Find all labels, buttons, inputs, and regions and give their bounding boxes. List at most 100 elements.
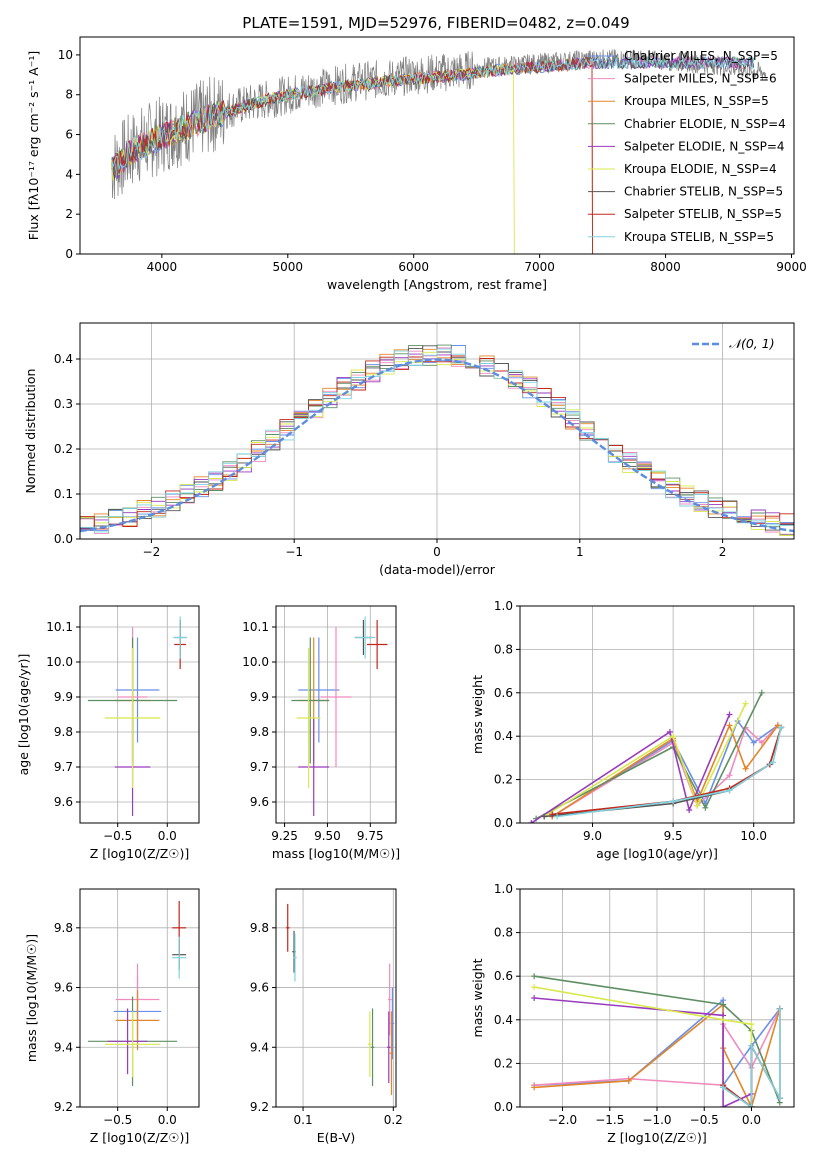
- chart-age_vs_Z: −0.5 0.0 9.6 9.7 9.8 9.9 10.0 10.1 Z [log10(Z/Z☉…: [16, 605, 200, 861]
- y-tick-label: 0.0: [494, 1100, 513, 1114]
- weight-point: [748, 1042, 755, 1049]
- weight-point: [541, 813, 548, 820]
- weight-point: [702, 804, 709, 811]
- y-tick-label: 0.6: [494, 969, 513, 983]
- plot-area: [111, 49, 767, 254]
- y-tick-label: 0.4: [494, 1013, 513, 1027]
- weight-series-4: [534, 975, 781, 1103]
- x-tick-label: 7000: [524, 260, 555, 274]
- y-axis-label: Normed distribution: [23, 369, 38, 494]
- y-tick-label: 10.1: [46, 620, 73, 634]
- weight-point: [666, 728, 673, 735]
- histogram-series-9: [80, 348, 794, 533]
- axes-frame: [79, 36, 795, 255]
- weight-point: [742, 765, 749, 772]
- chart-weight_vs_Z: −2.0 −1.5 −1.0 −0.5 0.0 0.0 0.2 0.4 0.6 0.8 1.0 Z […: [470, 882, 795, 1145]
- histogram-series-8: [80, 355, 794, 530]
- x-tick-label: −2.0: [548, 1113, 577, 1127]
- weight-series-3: [551, 723, 779, 818]
- y-tick-label: 9.8: [54, 921, 73, 935]
- legend-label: Salpeter ELODIE, N_SSP=4: [624, 139, 785, 153]
- x-tick-label: 0: [433, 545, 441, 559]
- weight-point: [726, 787, 733, 794]
- y-tick-label: 2: [65, 207, 73, 221]
- weight-point: [531, 984, 538, 991]
- weight-series-6: [543, 703, 747, 818]
- legend-label: Salpeter STELIB, N_SSP=5: [624, 207, 782, 221]
- plot-area: [291, 616, 388, 816]
- weight-series-4: [535, 692, 763, 820]
- legend-label: Chabrier MILES, N_SSP=5: [624, 49, 778, 63]
- weight-series-5: [534, 997, 752, 1107]
- weight-point: [686, 806, 693, 813]
- weight-series-6: [534, 986, 753, 1107]
- axes-frame: [519, 605, 795, 824]
- y-axis-label: Flux [fλ10⁻¹⁷ erg cm⁻² s⁻¹ A⁻¹]: [26, 51, 41, 240]
- plot-area: [285, 903, 395, 1096]
- y-tick-label: 9.2: [54, 1100, 73, 1114]
- legend-label: Kroupa MILES, N_SSP=5: [624, 94, 769, 108]
- weight-point: [778, 724, 785, 731]
- x-tick-label: 0.1: [294, 1113, 313, 1127]
- x-tick-label: −0.5: [690, 1113, 719, 1127]
- weight-point: [720, 1104, 727, 1107]
- x-tick-label: −1: [285, 545, 303, 559]
- y-tick-label: 10.0: [46, 655, 73, 669]
- legend-label: Chabrier STELIB, N_SSP=5: [624, 185, 783, 199]
- weight-point: [694, 802, 701, 809]
- chart-spectrum: Chabrier MILES, N_SSP=5 Salpeter MILES, N…: [26, 36, 807, 292]
- y-tick-label: 9.6: [54, 795, 73, 809]
- y-tick-label: 4: [65, 167, 73, 181]
- weight-point: [726, 711, 733, 718]
- weight-point: [720, 1084, 727, 1091]
- chart-residuals: 𝒩(0, 1) −2 −1 0 1 2 0.0 0.1 0.2 0.3 0.4 (data-model…: [23, 322, 795, 577]
- x-axis-label: Z [log10(Z/Z☉)]: [90, 1130, 190, 1145]
- y-axis-label: mass weight: [470, 675, 485, 754]
- weight-point: [726, 722, 733, 729]
- y-tick-label: 9.4: [250, 1040, 269, 1054]
- weight-point: [758, 739, 765, 746]
- x-tick-label: −0.5: [103, 1113, 132, 1127]
- weight-point: [748, 1104, 755, 1107]
- y-tick-label: 1.0: [494, 599, 513, 613]
- x-tick-label: 8000: [650, 260, 681, 274]
- weight-point: [554, 813, 561, 820]
- weight-point: [528, 820, 535, 823]
- x-axis-label: wavelength [Angstrom, rest frame]: [327, 277, 547, 292]
- weight-point: [770, 759, 777, 766]
- y-tick-label: 0.8: [494, 642, 513, 656]
- y-tick-label: 9.7: [54, 760, 73, 774]
- plot-area: [528, 689, 785, 823]
- weight-point: [758, 689, 765, 696]
- weight-point: [720, 1016, 727, 1023]
- plot-area: [87, 616, 188, 816]
- y-tick-label: 9.8: [250, 921, 269, 935]
- y-tick-label: 0.0: [494, 816, 513, 830]
- y-tick-label: 9.2: [250, 1100, 269, 1114]
- weight-point: [750, 739, 757, 746]
- legend-label: Salpeter MILES, N_SSP=6: [624, 72, 777, 86]
- y-tick-label: 9.9: [250, 690, 269, 704]
- y-tick-label: 0.6: [494, 686, 513, 700]
- x-tick-label: 0.0: [742, 1113, 761, 1127]
- x-axis-label: mass [log10(M/M☉)]: [272, 846, 400, 861]
- y-tick-label: 6: [65, 128, 73, 142]
- x-axis-label: Z [log10(Z/Z☉)]: [90, 846, 190, 861]
- x-tick-label: 9.0: [583, 829, 602, 843]
- y-tick-label: 0.0: [54, 532, 73, 546]
- x-axis-label: (data-model)/error: [379, 562, 496, 577]
- x-tick-label: 9.25: [271, 829, 298, 843]
- y-tick-label: 9.9: [54, 690, 73, 704]
- weight-point: [776, 1095, 783, 1102]
- x-tick-label: 9000: [776, 260, 807, 274]
- y-tick-label: 0.2: [54, 442, 73, 456]
- x-tick-label: −0.5: [103, 829, 132, 843]
- y-tick-label: 9.8: [54, 725, 73, 739]
- weight-point: [774, 722, 781, 729]
- y-tick-label: 0.2: [494, 1056, 513, 1070]
- y-axis-label: age [log10(age/yr)]: [16, 654, 31, 776]
- legend-label: Kroupa STELIB, N_SSP=5: [624, 230, 774, 244]
- x-tick-label: 9.75: [357, 829, 384, 843]
- y-tick-label: 9.7: [250, 760, 269, 774]
